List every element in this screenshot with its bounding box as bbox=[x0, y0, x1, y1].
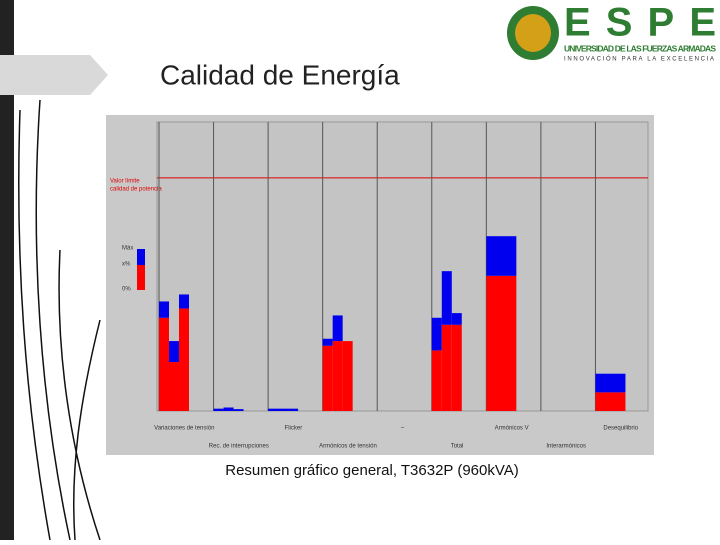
bar-segment bbox=[233, 409, 244, 411]
title-arrow bbox=[0, 55, 108, 95]
decor-lines bbox=[18, 99, 101, 541]
bar-segment bbox=[179, 308, 189, 411]
legend-swatch bbox=[137, 249, 145, 265]
bar-segment bbox=[451, 313, 462, 325]
legend-label: Máx bbox=[122, 246, 133, 252]
bar-segment bbox=[169, 341, 179, 363]
x-tick-label: Desequilibrio bbox=[603, 426, 638, 432]
bar-segment bbox=[322, 345, 333, 411]
bar-segment bbox=[595, 373, 626, 393]
legend-label: 0% bbox=[122, 287, 131, 293]
limit-label: calidad de potencia bbox=[110, 187, 162, 193]
logo-line2: INNOVACIÓN PARA LA EXCELENCIA bbox=[564, 56, 714, 63]
bar-segment bbox=[431, 317, 442, 351]
bar-segment bbox=[431, 350, 442, 411]
bar-segment bbox=[268, 408, 299, 411]
bar-segment bbox=[441, 324, 452, 411]
bar-segment bbox=[595, 392, 626, 411]
bar-segment bbox=[451, 324, 462, 411]
bar-segment bbox=[486, 275, 517, 411]
x-tick-label: Variaciones de tensión bbox=[154, 426, 214, 432]
x-tick-label: – bbox=[401, 426, 405, 432]
limit-label: Valor límite bbox=[110, 179, 140, 185]
bar-segment bbox=[342, 341, 353, 411]
x-tick-label: Flicker bbox=[285, 426, 303, 432]
slide-title: Calidad de Energía bbox=[160, 59, 400, 90]
plot-area bbox=[156, 121, 649, 412]
logo-line1: UNIVERSIDAD DE LAS FUERZAS ARMADAS bbox=[564, 43, 716, 53]
caption: Resumen gráfico general, T3632P (960kVA) bbox=[225, 462, 519, 479]
bar-segment bbox=[179, 294, 189, 309]
bar-segment bbox=[441, 271, 452, 325]
bar-segment bbox=[223, 407, 234, 411]
legend-swatch bbox=[137, 265, 145, 290]
legend-label: x% bbox=[122, 262, 131, 268]
bar-segment bbox=[159, 317, 169, 411]
logo-crest-inner bbox=[515, 14, 551, 52]
bar-segment bbox=[322, 338, 333, 346]
x-tick-label: Interarmónicos bbox=[546, 444, 586, 450]
chart: Valor límite calidad de potencia Máx x% 0% Va… bbox=[106, 115, 654, 455]
x-tick-label: Armónicos V bbox=[495, 426, 529, 432]
bar-segment bbox=[486, 236, 517, 276]
bar-segment bbox=[332, 341, 343, 411]
bar-segment bbox=[332, 315, 343, 342]
x-tick-label: Armónicos de tensión bbox=[319, 444, 377, 450]
bar-segment bbox=[169, 362, 179, 411]
bar-segment bbox=[159, 301, 169, 318]
x-tick-label: Total bbox=[451, 444, 464, 450]
x-tick-label: Rec. de interrupciones bbox=[209, 444, 269, 450]
left-bar bbox=[0, 0, 14, 540]
bar-segment bbox=[213, 408, 224, 411]
